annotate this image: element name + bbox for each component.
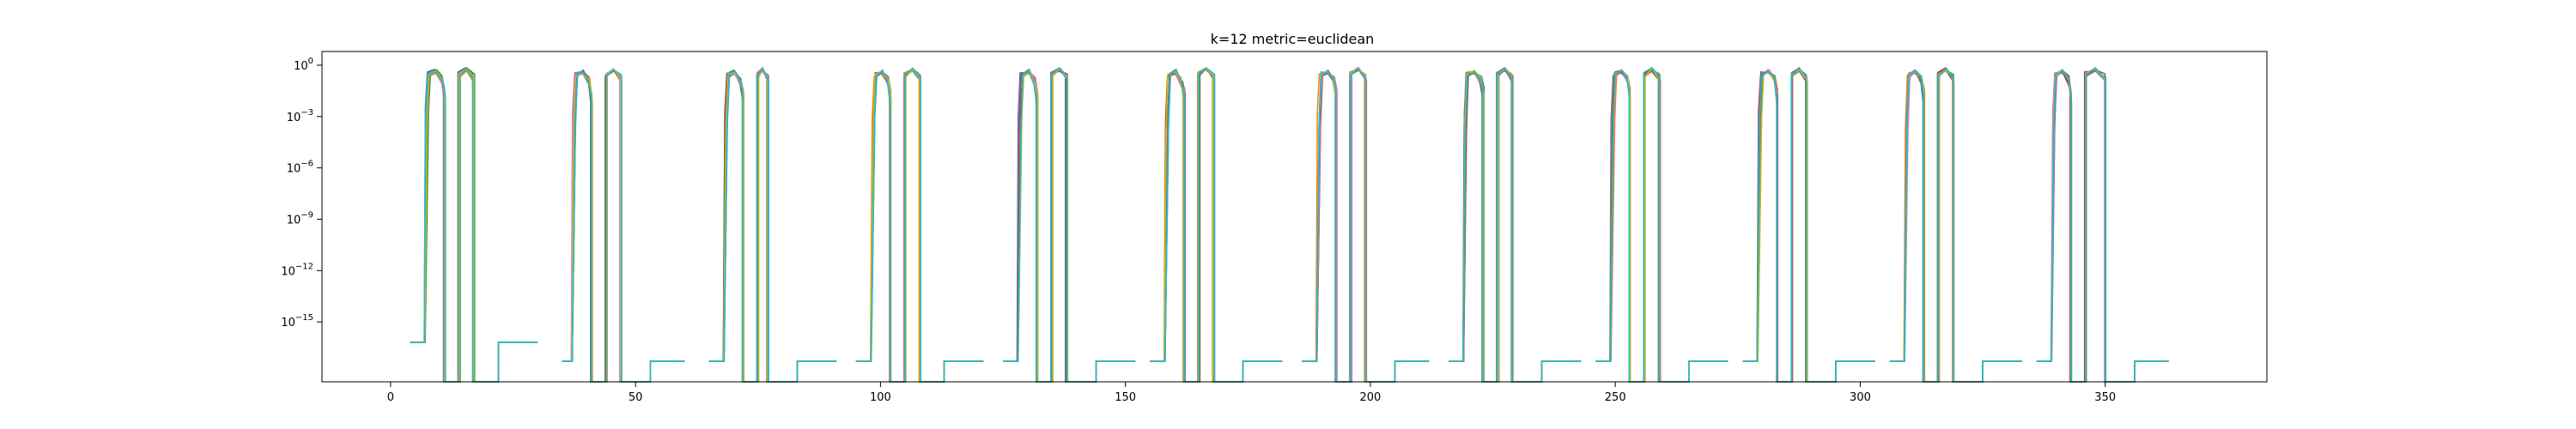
series-line <box>562 69 685 383</box>
series-line <box>1595 69 1728 383</box>
series-line <box>1742 67 1875 383</box>
series-line <box>1150 67 1283 383</box>
series-line <box>1449 69 1582 383</box>
series-line <box>562 68 685 383</box>
x-tick-label: 250 <box>1605 391 1626 404</box>
series-line <box>1742 68 1875 383</box>
series-line <box>708 69 837 383</box>
x-axis: 0 50 100 150 200 250 300 350 <box>387 382 2116 404</box>
series-line <box>2036 67 2169 383</box>
series-line <box>1003 69 1136 383</box>
y-tick-label: 10−15 <box>281 313 313 329</box>
series-line <box>2036 69 2169 383</box>
series-line <box>562 69 685 383</box>
series-line <box>562 69 685 383</box>
series-line <box>1003 69 1136 383</box>
series-line <box>1449 69 1582 383</box>
series-line <box>1449 68 1582 383</box>
series-line <box>562 69 685 383</box>
y-tick-label: 10−6 <box>287 160 313 176</box>
series-line <box>1742 69 1875 383</box>
series-line <box>1449 69 1582 383</box>
series-line <box>1742 69 1875 383</box>
x-tick-label: 100 <box>870 391 891 404</box>
series-line <box>1449 69 1582 383</box>
series-line <box>1150 68 1283 383</box>
series-line <box>1150 69 1283 383</box>
series-line <box>1889 69 2022 383</box>
series-line <box>1889 67 2022 383</box>
series-line <box>1003 68 1136 383</box>
series-line <box>2036 67 2169 383</box>
series-line <box>1742 69 1875 383</box>
series-line <box>410 68 538 383</box>
series-line <box>1150 68 1283 383</box>
series-line <box>1449 67 1582 383</box>
series-line <box>562 68 685 383</box>
series-line <box>1150 67 1283 383</box>
y-axis: 100 10−3 10−6 10−9 10−12 10−15 <box>281 57 322 329</box>
series-line <box>1742 67 1875 383</box>
series-line <box>1889 69 2022 383</box>
series-line <box>1150 67 1283 383</box>
y-tick-label: 10−9 <box>287 210 313 227</box>
y-tick-label: 100 <box>294 57 313 73</box>
series-line <box>1003 68 1136 383</box>
series-line <box>1889 69 2022 383</box>
series-line <box>1150 68 1283 383</box>
series-line <box>1449 67 1582 383</box>
x-tick-label: 300 <box>1850 391 1871 404</box>
series-line <box>1449 67 1582 383</box>
series-line <box>1889 68 2022 383</box>
series-line <box>2036 69 2169 383</box>
series-line <box>2036 69 2169 383</box>
y-tick-label: 10−3 <box>287 108 313 124</box>
series-line <box>2036 69 2169 383</box>
series-line <box>1003 67 1136 383</box>
series-line <box>562 68 685 383</box>
series-line <box>1889 69 2022 383</box>
x-tick-label: 200 <box>1360 391 1382 404</box>
series-line <box>1150 67 1283 383</box>
x-tick-label: 150 <box>1115 391 1136 404</box>
series-line <box>1449 69 1582 383</box>
series-line <box>1595 69 1728 383</box>
series-line <box>2036 69 2169 383</box>
series-line <box>1003 67 1136 383</box>
series-line <box>1889 69 2022 383</box>
y-tick-label: 10−12 <box>281 262 313 278</box>
series-line <box>1003 68 1136 383</box>
axes-frame <box>321 51 2268 383</box>
series-line <box>1889 67 2022 383</box>
series-line <box>2036 69 2169 383</box>
series-layer <box>410 66 2169 383</box>
series-line <box>1742 69 1875 383</box>
series-line <box>1003 67 1136 383</box>
series-line <box>1595 69 1728 383</box>
series-line <box>1889 69 2022 383</box>
series-line <box>562 69 685 383</box>
series-line <box>1150 69 1283 383</box>
x-tick-label: 0 <box>387 391 394 404</box>
series-line <box>1003 69 1136 383</box>
series-line <box>2036 69 2169 383</box>
chart-title: k=12 metric=euclidean <box>1211 31 1375 47</box>
series-line <box>562 69 685 383</box>
series-line <box>708 68 837 383</box>
series-line <box>1449 67 1582 383</box>
series-line <box>1595 69 1728 383</box>
series-line <box>562 69 685 383</box>
x-tick-label: 350 <box>2094 391 2116 404</box>
series-line <box>1742 68 1875 383</box>
series-line <box>1003 67 1136 383</box>
series-line <box>1889 66 2022 383</box>
series-line <box>2036 67 2169 383</box>
series-line <box>1742 66 1875 383</box>
series-line <box>1595 69 1728 383</box>
series-line <box>1742 69 1875 383</box>
series-line <box>1150 67 1283 383</box>
x-tick-label: 50 <box>629 391 643 404</box>
